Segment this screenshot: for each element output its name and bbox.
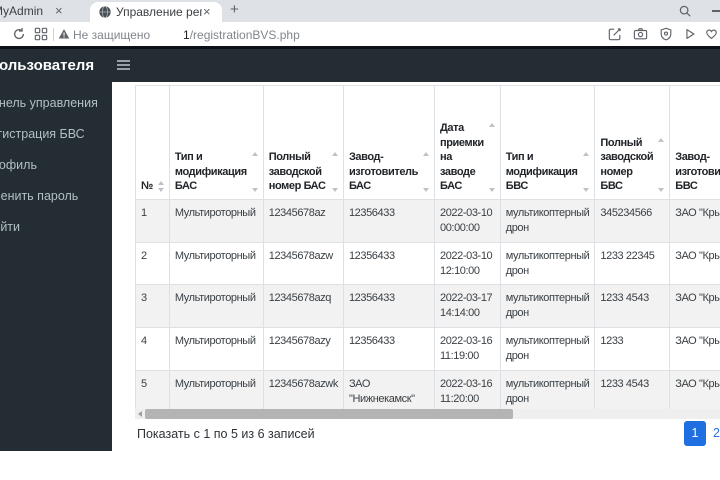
sort-asc-icon [583,152,590,157]
app-navbar: Кабинет пользователя [0,49,720,82]
sidebar-item-dashboard[interactable]: Панель управления [0,96,98,110]
window-minimize-icon[interactable] [712,10,720,12]
column-header-uas-manufacturer[interactable]: Завод-изготовитель БАС [342,85,435,200]
column-header-uas-serial[interactable]: Полный заводской номер БАС [262,85,344,200]
url-path: /registrationBVS.php [189,28,300,42]
sort-asc-icon [251,152,258,157]
page-top-border [0,46,720,49]
sort-desc-icon [488,188,495,192]
search-icon[interactable] [678,4,692,18]
sort-asc-icon [488,123,495,128]
shield-icon[interactable] [659,27,673,41]
sort-desc-icon [157,188,164,192]
camera-icon[interactable] [633,27,648,41]
sort-desc-icon [331,188,338,192]
table-row: 2 Мультироторный 12345678azw 12356433 2022… [135,241,720,286]
tab-registration-active[interactable]: Управление регистрацией × [90,2,222,22]
column-header-uav-manufacturer[interactable]: Завод-изготовитель БВС [669,85,720,200]
reload-icon[interactable] [12,27,26,41]
sort-desc-icon [583,188,590,192]
records-summary: Показать с 1 по 5 из 6 записей [137,427,315,441]
play-icon[interactable] [683,27,697,41]
sidebar: Панель управления Регистрация БВС Профил… [0,82,112,451]
sort-desc-icon [658,188,665,192]
heart-icon[interactable] [704,27,719,41]
sidebar-item-change-password[interactable]: Сменить пароль [0,189,79,203]
url-host: 1 [183,28,190,42]
toolbar-divider [53,28,54,41]
sort-desc-icon [251,188,258,192]
globe-favicon-icon [98,5,112,19]
sort-asc-icon [658,137,665,142]
sort-asc-icon [331,152,338,157]
warning-icon[interactable] [58,28,70,40]
table-header-row: № Тип и модификация БАС Полный заводской… [135,85,720,200]
column-header-uav-type[interactable]: Тип и модификация БВС [499,85,596,200]
brand-title: Кабинет пользователя [0,57,95,74]
sort-desc-icon [422,188,429,192]
table-row: 5 Мультироторный 12345678azwk ЗАО "Нижнека… [135,369,720,414]
sort-asc-icon [422,152,429,157]
registrations-table: № Тип и модификация БАС Полный заводской… [135,85,720,414]
hamburger-menu-icon[interactable] [117,60,130,72]
close-icon[interactable]: × [203,4,211,19]
scroll-left-icon[interactable] [138,411,142,417]
tab-phpmyadmin[interactable]: phpMyAdmin × [0,0,80,22]
column-header-uav-serial[interactable]: Полный заводской номер БВС [594,85,671,200]
browser-toolbar: Не защищено 1/registrationBVS.php [0,22,720,46]
new-tab-button[interactable]: + [230,1,239,18]
address-bar[interactable]: 1/registrationBVS.php [183,28,300,42]
column-header-uas-type[interactable]: Тип и модификация БАС [168,85,264,200]
tab-title: Управление регистрацией [116,5,202,19]
tab-title: phpMyAdmin [0,4,44,18]
column-header-num[interactable]: № [135,85,170,200]
table-row: 3 Мультироторный 12345678azq 12356433 2022… [135,284,720,329]
sidebar-item-registration-bvs[interactable]: Регистрация БВС [0,127,85,141]
scrollbar-thumb[interactable] [145,409,513,419]
pagination-page-1[interactable]: 1 [684,421,706,446]
sidebar-item-logout[interactable]: Выйти [0,220,21,234]
sort-asc-icon [157,181,164,186]
edit-icon[interactable] [608,27,622,41]
pagination-page-2[interactable]: 2 [713,426,720,440]
browser-tabstrip: phpMyAdmin × Управление регистрацией × + [0,0,720,22]
close-icon[interactable]: × [55,3,63,18]
column-header-acceptance-date[interactable]: Дата приемки на заводе БАС [433,85,501,200]
table-row: 1 Мультироторный 12345678az 12356433 2022-… [135,199,720,243]
sidebar-item-profile[interactable]: Профиль [0,158,37,172]
horizontal-scrollbar[interactable] [135,409,720,419]
tab-groups-icon[interactable] [34,27,48,41]
table-row: 4 Мультироторный 12345678azy 12356433 2022… [135,327,720,371]
security-badge[interactable]: Не защищено [73,28,151,42]
